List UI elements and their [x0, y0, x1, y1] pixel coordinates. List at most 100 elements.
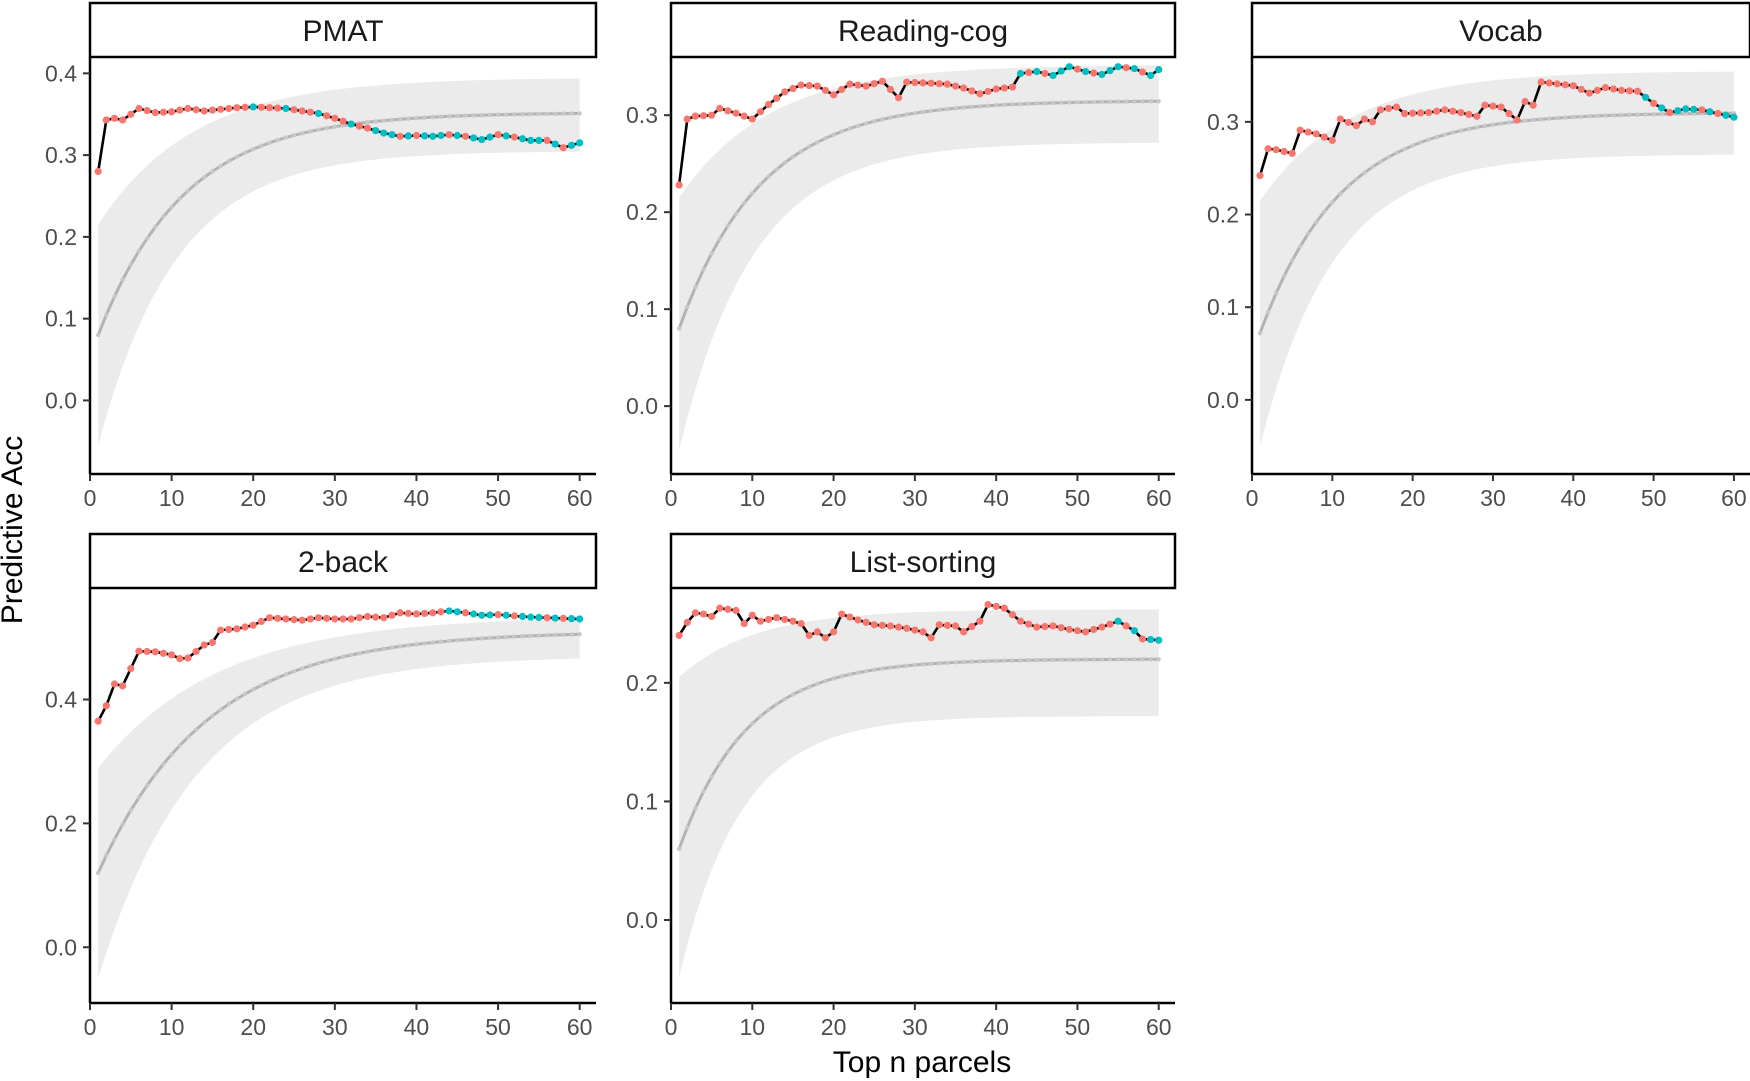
null-point — [210, 713, 215, 719]
x-tick-label: 50 — [1065, 1014, 1091, 1040]
null-point — [1297, 244, 1303, 249]
observed-point — [241, 623, 249, 631]
observed-point — [1312, 130, 1320, 138]
observed-point — [1417, 109, 1425, 117]
observed-point — [1352, 121, 1361, 130]
null-point — [153, 224, 158, 230]
observed-point — [1457, 109, 1465, 117]
x-tick-label: 20 — [240, 485, 266, 511]
observed-point — [510, 133, 518, 141]
null-point — [928, 661, 934, 666]
null-point — [872, 119, 877, 124]
observed-point — [854, 81, 862, 89]
observed-point — [984, 87, 992, 96]
null-point — [1450, 130, 1456, 135]
null-point — [95, 870, 101, 876]
null-point — [259, 143, 264, 149]
null-point — [1026, 101, 1031, 106]
null-point — [1426, 137, 1431, 142]
observed-point — [1537, 78, 1545, 86]
null-point — [1595, 113, 1600, 119]
null-point — [1156, 99, 1161, 104]
observed-point — [437, 608, 445, 616]
null-point — [144, 236, 150, 241]
observed-point — [404, 132, 412, 140]
observed-point — [388, 611, 396, 619]
null-point — [438, 114, 444, 119]
observed-point — [691, 112, 699, 120]
observed-point — [1049, 71, 1057, 80]
observed-point — [773, 614, 781, 622]
observed-point — [1714, 109, 1722, 118]
null-point — [504, 112, 509, 117]
observed-point — [110, 114, 119, 122]
null-point — [1107, 657, 1113, 662]
null-point — [1156, 657, 1161, 662]
observed-point — [1658, 104, 1666, 112]
null-point — [831, 132, 836, 137]
observed-point — [1441, 106, 1449, 114]
null-point — [1338, 191, 1343, 196]
observed-point — [1008, 83, 1017, 91]
observed-point — [135, 647, 143, 655]
null-point — [1018, 101, 1023, 107]
null-point — [169, 204, 174, 210]
observed-point — [943, 621, 951, 629]
x-tick-label: 60 — [567, 485, 593, 511]
null-point — [1579, 114, 1584, 119]
null-point — [1067, 657, 1072, 662]
observed-point — [551, 140, 559, 148]
observed-point — [789, 617, 797, 625]
null-point — [283, 135, 289, 140]
null-point — [798, 149, 804, 154]
null-point — [1587, 114, 1592, 119]
observed-point — [1057, 624, 1065, 632]
null-point — [855, 670, 861, 675]
x-tick-label: 10 — [159, 485, 185, 511]
observed-point — [1328, 136, 1336, 144]
null-point — [1651, 112, 1656, 117]
null-point — [1099, 99, 1105, 105]
null-point — [758, 182, 763, 187]
observed-point — [208, 106, 217, 114]
null-point — [577, 111, 582, 116]
null-point — [340, 654, 346, 660]
observed-point — [1593, 86, 1601, 94]
null-point — [397, 644, 403, 649]
y-tick-label: 0.3 — [1207, 109, 1239, 135]
null-point — [1378, 159, 1383, 165]
null-point — [144, 783, 150, 788]
null-point — [904, 663, 909, 668]
null-point — [831, 676, 836, 681]
observed-point — [502, 132, 510, 140]
null-point — [750, 721, 755, 726]
null-point — [693, 285, 698, 290]
observed-point — [331, 114, 339, 122]
null-point — [569, 632, 574, 637]
observed-point — [1730, 113, 1738, 121]
null-point — [782, 696, 788, 702]
observed-point — [331, 615, 339, 623]
observed-point — [1122, 64, 1130, 72]
null-point — [210, 169, 215, 174]
y-tick-label: 0.0 — [626, 907, 658, 933]
null-point — [676, 326, 682, 331]
observed-point — [1073, 627, 1082, 635]
x-tick-label: 30 — [902, 485, 928, 511]
observed-point — [143, 647, 151, 656]
null-point — [357, 651, 362, 656]
observed-point — [854, 616, 862, 624]
y-tick-label: 0.0 — [45, 387, 77, 413]
observed-point — [527, 136, 535, 144]
null-point — [774, 167, 779, 172]
null-point — [977, 659, 983, 664]
null-point — [161, 761, 166, 767]
observed-point — [992, 602, 1000, 610]
panel-vocab: Vocab 0.0 0.1 0.2 0.3 0 10 20 30 40 50 60 — [1207, 1, 1750, 511]
observed-point — [781, 88, 789, 96]
null-point — [234, 154, 240, 160]
null-point — [872, 667, 877, 672]
null-point — [455, 113, 460, 119]
observed-point — [1513, 116, 1521, 124]
null-point — [283, 672, 289, 677]
